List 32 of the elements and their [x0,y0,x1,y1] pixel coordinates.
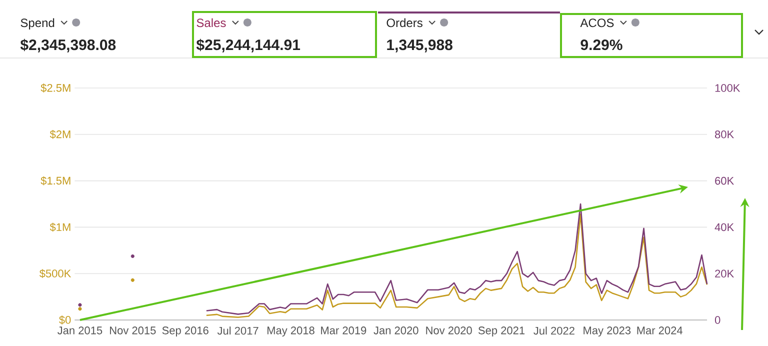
x-tick-label: Mar 2024 [637,326,682,334]
y2-tick-label: 0 [714,316,720,324]
y2-tick-label: 60K [715,176,734,185]
x-tick-label: Mar 2019 [321,326,366,334]
y2-tick-label: 100K [715,84,740,92]
x-tick-label: Sep 2021 [478,326,525,336]
x-tick-label: Sep 2016 [162,326,208,336]
y-tick-label: $2.5M [40,84,70,92]
y-tick-label: $2M [50,130,70,139]
text: ACOS [580,18,614,28]
x-tick-label: Jul 2022 [534,326,574,335]
y-tick-label: $500K [39,269,72,278]
y-tick-label: $0 [59,316,71,324]
text: $2,345,398.08 [20,38,116,52]
y2-tick-label: 40K [714,223,734,232]
text: $25,244,144.91 [196,38,300,52]
y-tick-label: $1.5M [40,176,70,186]
x-tick-label: Jan 2020 [374,326,418,334]
y-tick-label: $1M [50,222,70,232]
text: 9.29% [580,40,622,50]
text: 1,345,988 [387,40,452,52]
x-tick-label: Jul 2017 [217,326,258,335]
x-tick-label: May 2018 [267,326,314,336]
text: Spend [20,18,54,30]
x-tick-label: May 2023 [584,326,631,336]
text: Sales [196,18,226,28]
x-tick-label: Nov 2015 [110,326,156,334]
y2-tick-label: 20K [715,270,734,278]
x-tick-label: Jan 2015 [58,326,102,334]
y2-tick-label: 80K [715,130,734,138]
text: Orders [386,18,422,28]
x-tick-label: Nov 2020 [426,326,472,334]
